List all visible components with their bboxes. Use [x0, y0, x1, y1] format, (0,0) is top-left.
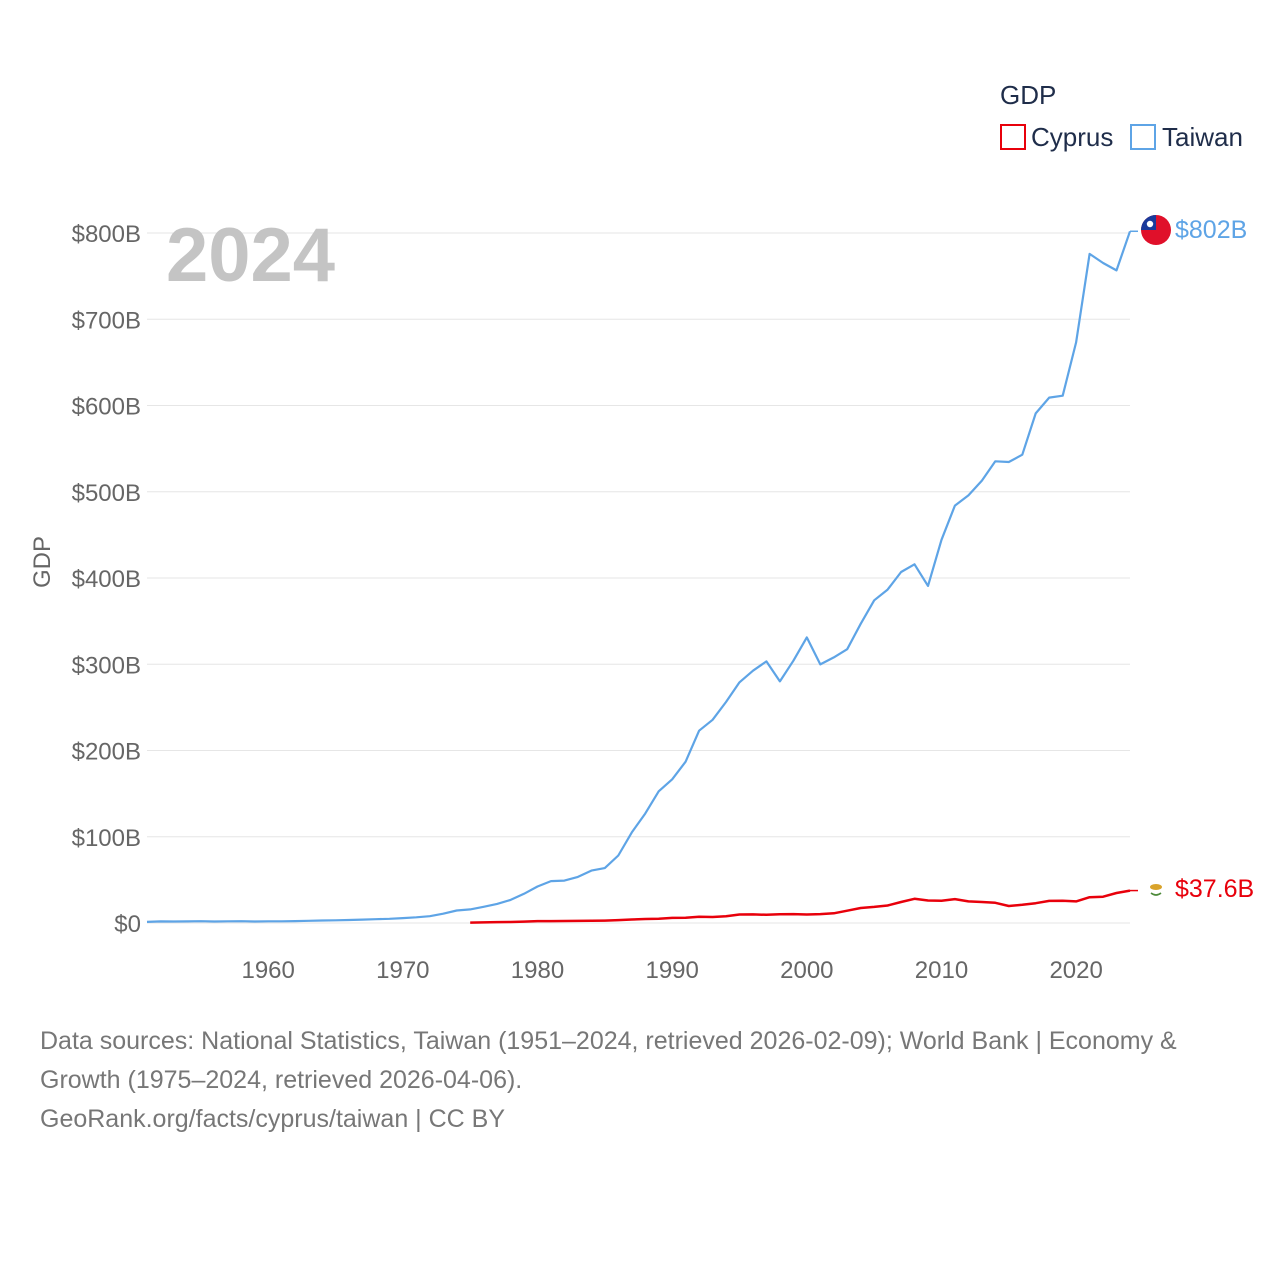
series-lines [146, 230, 1132, 924]
gdp-line-chart: $0 $100B $200B $300B $400B $500B $600B $700B $80… [29, 80, 1254, 984]
y-tick-label: $600B [72, 394, 141, 421]
series-end-labels: $802B $37.6B [1130, 215, 1254, 903]
y-tick-label: $0 [114, 911, 141, 938]
x-tick-label: 2020 [1049, 957, 1102, 984]
legend-label-taiwan[interactable]: Taiwan [1162, 122, 1243, 152]
y-tick-label: $800B [72, 221, 141, 248]
attribution-link[interactable]: GeoRank.org/facts/cyprus/taiwan | CC BY [40, 1105, 506, 1133]
y-axis-ticks: $0 $100B $200B $300B $400B $500B $600B $700B $80… [72, 221, 141, 938]
year-watermark: 2024 [166, 213, 335, 298]
x-tick-label: 2010 [915, 957, 968, 984]
legend-swatch-taiwan[interactable] [1130, 124, 1156, 150]
x-tick-label: 2000 [780, 957, 833, 984]
y-tick-label: $100B [72, 825, 141, 852]
chart-footer: Data sources: National Statistics, Taiwa… [40, 1022, 1240, 1139]
y-axis-label: GDP [29, 536, 56, 588]
data-sources-line-1: Data sources: National Statistics, Taiwa… [40, 1027, 1177, 1055]
y-tick-label: $500B [72, 480, 141, 507]
data-sources-line-2: Growth (1975–2024, retrieved 2026-04-06)… [40, 1066, 523, 1094]
series-line-taiwan[interactable] [146, 230, 1132, 923]
y-tick-label: $400B [72, 566, 141, 593]
x-tick-label: 1960 [241, 957, 294, 984]
cyprus-flag-icon [1146, 879, 1166, 899]
legend-title: GDP [1000, 80, 1056, 110]
legend-swatch-cyprus[interactable] [1000, 124, 1026, 150]
x-tick-label: 1980 [511, 957, 564, 984]
y-tick-label: $300B [72, 652, 141, 679]
x-axis-ticks: 1960 1970 1980 1990 2000 2010 2020 [241, 957, 1102, 984]
legend-label-cyprus[interactable]: Cyprus [1031, 122, 1113, 152]
grid-lines [147, 232, 1130, 924]
end-label-cyprus: $37.6B [1175, 875, 1254, 903]
series-line-cyprus[interactable] [470, 889, 1131, 924]
taiwan-flag-icon [1141, 215, 1171, 245]
end-label-taiwan: $802B [1175, 216, 1247, 244]
y-tick-label: $200B [72, 739, 141, 766]
legend: GDP Cyprus Taiwan [1000, 80, 1243, 152]
x-tick-label: 1990 [645, 957, 698, 984]
y-tick-label: $700B [72, 307, 141, 334]
x-tick-label: 1970 [376, 957, 429, 984]
